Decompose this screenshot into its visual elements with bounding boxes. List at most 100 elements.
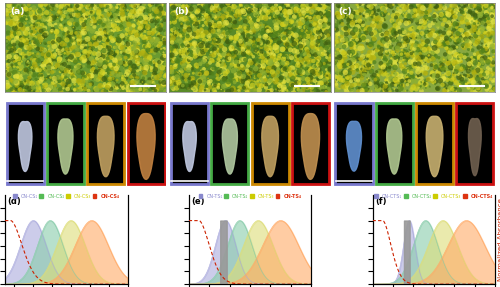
Point (408, 71, 416, 75)
Point (31, 54, 39, 58)
Point (307, 50, 315, 54)
Point (378, 11, 386, 16)
Legend: CN-TS₁, CN-TS₂, CN-TS₃, CN-TS₄: CN-TS₁, CN-TS₂, CN-TS₃, CN-TS₄ (198, 193, 302, 199)
Point (414, 66, 422, 70)
Point (476, 73, 484, 78)
Point (271, 44, 279, 49)
Point (204, 21, 212, 26)
Point (160, 83, 168, 87)
Point (467, 57, 475, 62)
Point (349, 11, 357, 15)
Point (63, 86, 71, 90)
Point (224, 57, 232, 62)
Point (300, 39, 308, 44)
Point (348, 68, 356, 72)
Point (244, 33, 252, 38)
FancyBboxPatch shape (47, 103, 84, 184)
Point (257, 41, 265, 46)
Point (12, 74, 20, 79)
Point (270, 63, 278, 67)
Point (244, 34, 252, 38)
Point (22, 7, 30, 11)
Point (114, 24, 122, 29)
Point (72, 38, 80, 42)
Point (14, 18, 22, 23)
Point (28, 74, 36, 78)
Point (466, 3, 474, 7)
Point (118, 60, 126, 65)
Point (275, 86, 283, 90)
Point (416, 31, 424, 36)
Point (291, 5, 299, 10)
Point (132, 49, 140, 53)
Point (436, 57, 444, 62)
Point (376, 28, 384, 33)
Point (150, 73, 158, 77)
Point (24, 72, 32, 76)
Point (299, 1, 307, 6)
Point (124, 84, 132, 89)
Point (341, 88, 349, 93)
Point (46, 19, 54, 23)
Point (299, 69, 307, 73)
Point (422, 54, 430, 59)
Point (154, 77, 162, 82)
Point (294, 38, 302, 43)
Point (66, 30, 74, 35)
Point (200, 77, 208, 82)
Point (472, 39, 480, 43)
Point (15, 87, 23, 92)
Point (211, 15, 219, 19)
Point (98, 18, 106, 22)
Point (221, 64, 229, 69)
Point (294, 50, 302, 54)
Point (273, 44, 281, 49)
Point (264, 26, 272, 30)
Point (160, 82, 168, 86)
Point (108, 71, 116, 75)
Point (263, 15, 271, 20)
Point (26, 89, 34, 93)
Point (95, 53, 103, 57)
Point (374, 87, 382, 91)
Point (145, 59, 153, 63)
Point (288, 31, 296, 36)
Point (187, 7, 195, 11)
Point (300, 84, 308, 88)
Point (66, 21, 74, 25)
Point (41, 17, 49, 22)
Point (478, 34, 486, 39)
Point (279, 22, 287, 27)
Point (170, 36, 178, 40)
Point (26, 76, 34, 81)
Point (52, 22, 60, 26)
Point (308, 6, 316, 10)
Point (284, 18, 292, 23)
Point (380, 2, 388, 7)
Point (181, 16, 189, 20)
Point (436, 6, 444, 10)
Point (398, 43, 406, 48)
Point (146, 8, 154, 12)
Point (67, 3, 75, 8)
Point (290, 15, 298, 19)
Point (124, 42, 132, 47)
Point (55, 51, 63, 55)
Point (401, 73, 409, 77)
Point (226, 23, 234, 28)
Point (432, 4, 440, 9)
Point (59, 82, 67, 86)
Point (414, 75, 422, 79)
Point (119, 17, 127, 22)
Point (388, 82, 396, 87)
Point (358, 55, 366, 59)
Point (411, 55, 419, 59)
Point (423, 86, 431, 90)
Point (195, 49, 203, 54)
Point (486, 30, 494, 34)
Point (104, 38, 112, 43)
Point (29, 15, 37, 20)
Point (276, 16, 284, 21)
Point (242, 50, 250, 55)
Point (374, 55, 382, 59)
